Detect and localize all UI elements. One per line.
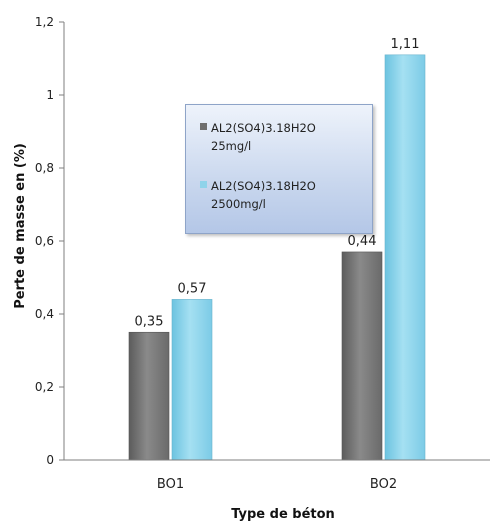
data-label-bo2-series-1: 0,44 xyxy=(348,234,377,249)
x-category-label: BO2 xyxy=(370,477,397,492)
x-axis-categories: BO1 BO2 xyxy=(157,477,397,492)
bars xyxy=(128,54,426,461)
data-labels: 0,35 0,57 0,44 1,11 xyxy=(135,37,420,329)
data-label-bo1-series-2: 0,57 xyxy=(178,281,207,296)
bar-bo1-series-2 xyxy=(171,299,213,461)
bar-bo1-series-1 xyxy=(128,331,170,461)
y-tick-label: 0,2 xyxy=(35,380,54,394)
legend: AL2(SO4)3.18H2O 25mg/l AL2(SO4)3.18H2O 2… xyxy=(185,104,373,234)
legend-item-25mg-line2: 25mg/l xyxy=(211,139,252,153)
bar-bo2-series-2 xyxy=(384,54,426,461)
y-tick-label: 1 xyxy=(46,88,54,102)
y-tick-label: 0,6 xyxy=(35,234,54,248)
legend-item-2500mg-line1: AL2(SO4)3.18H2O xyxy=(211,179,316,193)
legend-item-2500mg: AL2(SO4)3.18H2O 2500mg/l xyxy=(200,177,361,213)
y-axis-ticks: 0 0,2 0,4 0,6 0,8 1 1,2 xyxy=(35,15,64,467)
legend-swatch-gray xyxy=(200,123,207,130)
legend-swatch-blue xyxy=(200,181,207,188)
x-category-label: BO1 xyxy=(157,477,184,492)
data-label-bo2-series-2: 1,11 xyxy=(391,37,420,52)
legend-item-2500mg-line2: 2500mg/l xyxy=(211,197,266,211)
y-tick-label: 0 xyxy=(46,453,54,467)
legend-item-25mg-line1: AL2(SO4)3.18H2O xyxy=(211,121,316,135)
x-axis-title: Type de béton xyxy=(231,507,335,522)
legend-item-25mg: AL2(SO4)3.18H2O 25mg/l xyxy=(200,119,361,155)
y-tick-label: 0,4 xyxy=(35,307,54,321)
y-tick-label: 0,8 xyxy=(35,161,54,175)
bar-bo2-series-1 xyxy=(341,251,383,461)
y-tick-label: 1,2 xyxy=(35,15,54,29)
y-axis-title: Perte de masse en (%) xyxy=(13,143,28,309)
data-label-bo1-series-1: 0,35 xyxy=(135,314,164,329)
